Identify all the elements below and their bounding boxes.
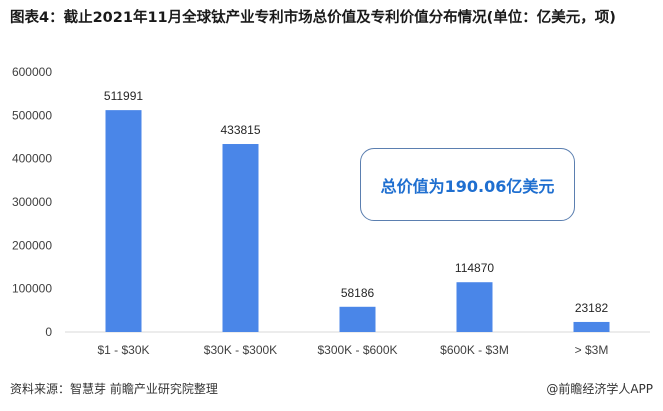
bars-group [105, 110, 610, 332]
bar [222, 144, 259, 332]
bar-value-label: 114870 [455, 261, 494, 275]
x-tick-label: > $3M [575, 343, 609, 357]
data-labels-group: 511991 433815 58186 114870 23182 [104, 89, 609, 315]
y-tick-label: 200000 [12, 238, 52, 252]
bar [573, 321, 610, 332]
source-note: 资料来源：智慧芽 前瞻产业研究院整理 [10, 382, 218, 396]
brand-credit: @前瞻经济学人APP [546, 382, 653, 396]
y-axis: 0 100000 200000 300000 400000 500000 600000 [12, 65, 52, 339]
bar-value-label: 511991 [104, 89, 143, 103]
total-value-text: 总价值为190.06亿美元 [380, 176, 555, 196]
bar [105, 110, 142, 332]
bar-value-label: 58186 [341, 286, 375, 300]
y-tick-label: 300000 [12, 195, 52, 209]
bar [456, 282, 493, 332]
x-tick-label: $1 - $30K [97, 343, 149, 357]
x-tick-label: $30K - $300K [204, 343, 277, 357]
y-tick-label: 600000 [12, 65, 52, 79]
y-tick-label: 100000 [12, 282, 52, 296]
y-tick-label: 0 [45, 325, 52, 339]
x-axis: $1 - $30K $30K - $300K $300K - $600K $600K … [97, 343, 608, 357]
total-value-callout: 总价值为190.06亿美元 [360, 148, 575, 221]
chart-title: 图表4：截止2021年11月全球钛产业专利市场总价值及专利价值分布情况(单位：亿… [10, 10, 616, 26]
x-tick-label: $600K - $3M [440, 343, 509, 357]
y-tick-label: 400000 [12, 152, 52, 166]
bar [339, 306, 376, 332]
bar-value-label: 23182 [575, 301, 609, 315]
x-tick-label: $300K - $600K [317, 343, 397, 357]
bar-value-label: 433815 [220, 123, 260, 137]
y-tick-label: 500000 [12, 108, 52, 122]
